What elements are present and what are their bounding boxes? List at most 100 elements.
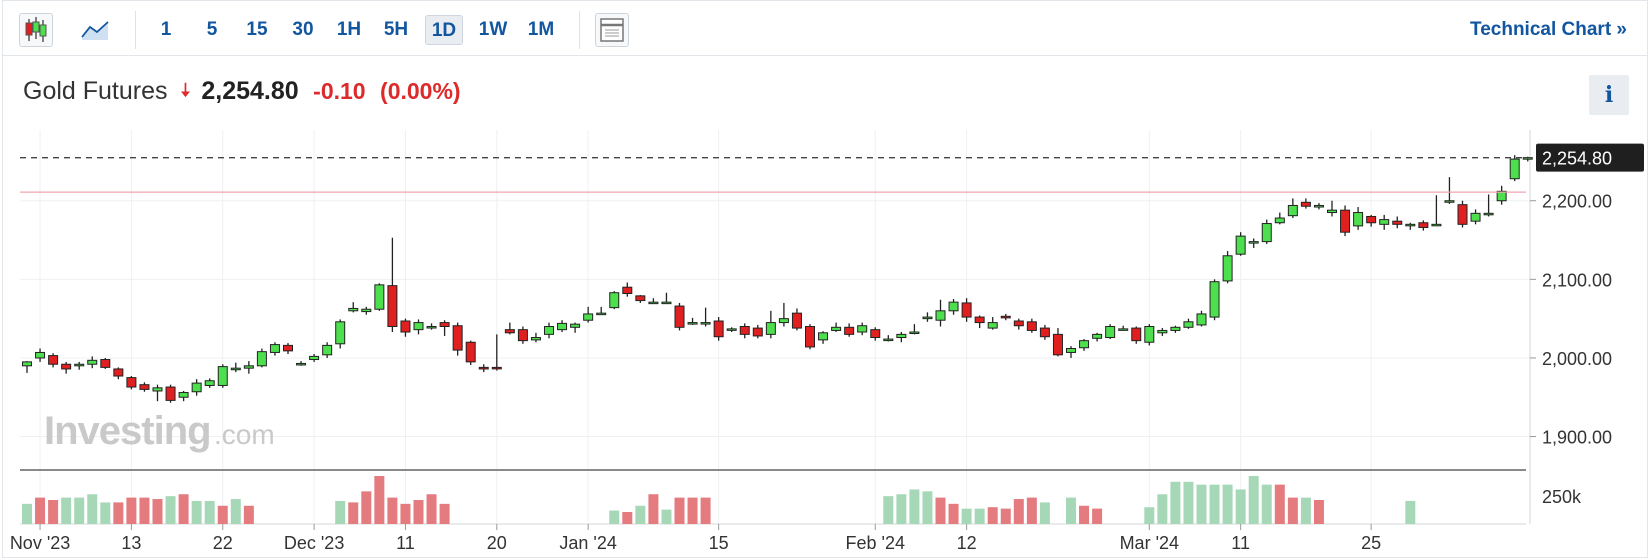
- candle-body: [1183, 321, 1194, 328]
- interval-30[interactable]: 30: [292, 19, 314, 40]
- time-tick-label: 22: [213, 533, 233, 553]
- price-tick-label: 2,000.00: [1542, 349, 1612, 369]
- last-price: 2,254.80: [201, 77, 299, 105]
- candle-body: [152, 387, 163, 392]
- price-candles: [22, 155, 1533, 403]
- candle-body: [805, 326, 815, 348]
- price-change-percent: (0.00%): [380, 78, 461, 104]
- candle-body: [139, 384, 150, 390]
- volume-bar: [1144, 507, 1155, 524]
- toolbar-divider: [135, 11, 136, 49]
- candle-body: [1366, 215, 1377, 224]
- candle-body: [570, 323, 581, 328]
- price-lines: [20, 157, 1526, 193]
- candle-body: [191, 382, 202, 393]
- volume-bar: [243, 505, 254, 524]
- volume-bar: [400, 503, 411, 524]
- candle-body: [22, 361, 32, 367]
- volume-bar: [100, 502, 111, 524]
- candle-body: [752, 327, 763, 337]
- time-axis: Nov '23 13 22 Dec '23 11 20 Jan '24 15 Feb '24 12…: [10, 524, 1381, 553]
- candle-body: [1052, 333, 1063, 356]
- candle-body: [687, 322, 698, 325]
- volume-bar: [1066, 497, 1076, 524]
- volume-bar: [1248, 476, 1259, 524]
- interval-1d[interactable]: 1D: [425, 15, 463, 45]
- candle-body: [387, 285, 398, 328]
- volume-bar: [335, 500, 346, 524]
- candle-body: [426, 326, 437, 329]
- candle-body: [1261, 223, 1272, 243]
- candle-body: [374, 284, 385, 310]
- candle-body: [883, 338, 894, 342]
- interval-5h[interactable]: 5H: [383, 19, 409, 40]
- volume-bar: [1196, 484, 1207, 524]
- candle-body: [1340, 209, 1351, 233]
- candlestick-icon[interactable]: [19, 13, 53, 47]
- candle-body: [204, 380, 215, 386]
- volume-bar: [348, 502, 359, 524]
- info-button[interactable]: i: [1589, 75, 1629, 115]
- candle-body: [1522, 157, 1533, 160]
- interval-1h[interactable]: 1H: [336, 19, 362, 40]
- watermark-brand: Investing: [44, 409, 211, 453]
- candle-body: [100, 359, 111, 368]
- candle-body: [504, 329, 515, 334]
- candle-body: [1483, 212, 1494, 216]
- price-tick-label: 2,200.00: [1542, 192, 1612, 212]
- candle-body: [478, 366, 489, 370]
- interval-5[interactable]: 5: [206, 19, 218, 40]
- time-tick-label: Jan '24: [559, 533, 616, 553]
- candle-body: [1118, 328, 1129, 331]
- volume-bar: [1026, 497, 1037, 524]
- interval-15[interactable]: 15: [246, 19, 268, 40]
- volume-bar: [439, 503, 450, 524]
- candle-body: [818, 332, 829, 341]
- candle-body: [948, 301, 959, 312]
- candle-body: [1131, 327, 1142, 342]
- instrument-header: Gold Futures 🠇 2,254.80 -0.10 (0.00%): [23, 73, 461, 109]
- volume-bar: [413, 500, 424, 524]
- volume-bar: [22, 503, 32, 524]
- last-price-tag: [1536, 143, 1644, 172]
- interval-1w[interactable]: 1W: [478, 19, 508, 40]
- table-icon[interactable]: [595, 13, 629, 47]
- candle-body: [465, 341, 476, 363]
- interval-1[interactable]: 1: [160, 19, 172, 40]
- volume-bar: [935, 497, 946, 524]
- candle-body: [648, 301, 659, 305]
- candle-body: [35, 351, 46, 359]
- candle-body: [1313, 204, 1324, 208]
- volume-bar: [87, 494, 98, 524]
- candle-body: [361, 308, 372, 313]
- volume-bar: [948, 503, 959, 524]
- technical-chart-link[interactable]: Technical Chart »: [1470, 19, 1627, 40]
- interval-1m[interactable]: 1M: [527, 19, 555, 40]
- candle-body: [283, 344, 293, 352]
- time-tick-label: 12: [957, 533, 977, 553]
- candle-body: [1013, 320, 1024, 327]
- volume-bar: [1313, 500, 1324, 524]
- volume-bar: [1039, 502, 1050, 524]
- candle-body: [491, 366, 502, 370]
- volume-bar: [126, 497, 137, 524]
- toolbar: 1 5 15 30 1H 5H 1D 1W 1M Technical Chart…: [3, 1, 1647, 56]
- candle-body: [844, 326, 855, 335]
- candle-body: [544, 326, 554, 335]
- area-chart-icon[interactable]: [79, 13, 113, 47]
- price-tick-label: 2,100.00: [1542, 270, 1612, 290]
- candle-body: [557, 322, 568, 331]
- volume-bar: [687, 497, 698, 524]
- candle-body: [1470, 212, 1481, 222]
- volume-bar: [1000, 508, 1011, 524]
- candle-body: [1392, 220, 1403, 225]
- volume-bar: [361, 491, 372, 524]
- candle-body: [935, 310, 946, 321]
- candle-body: [1509, 158, 1520, 180]
- candle-body: [439, 322, 450, 328]
- candle-body: [713, 320, 724, 338]
- time-tick-label: 25: [1361, 533, 1381, 553]
- candle-body: [1327, 209, 1337, 214]
- candle-body: [1079, 340, 1090, 349]
